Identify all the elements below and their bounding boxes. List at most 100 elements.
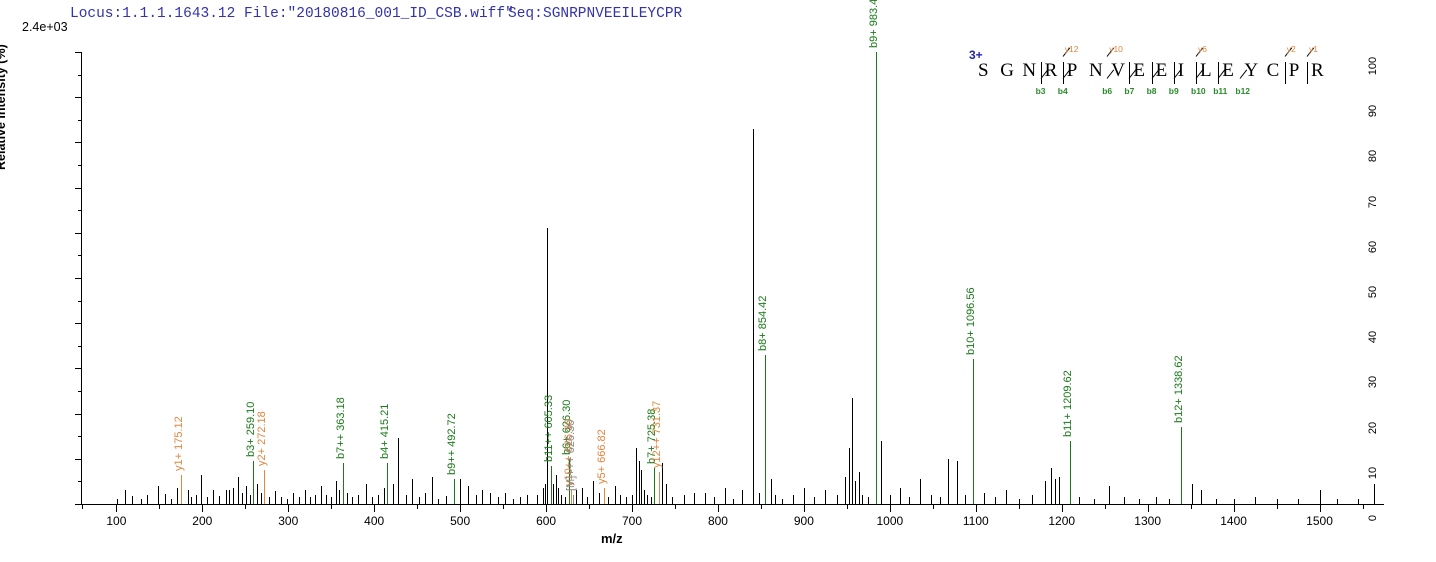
y-ion-label-y10: y10 xyxy=(1109,44,1123,54)
residue-9: E xyxy=(1155,60,1168,81)
spectrum-peak xyxy=(351,497,353,504)
spectrum-peak xyxy=(644,490,646,504)
y-ion-label-y12: y12 xyxy=(1064,44,1079,54)
spectrum-peak xyxy=(246,485,248,504)
y-tick-minor xyxy=(78,255,82,257)
spectrum-peak xyxy=(460,479,462,504)
spectrum-peak xyxy=(984,492,986,504)
spectrum-peak xyxy=(233,488,235,504)
y-tick-minor xyxy=(78,119,82,121)
spectrum-peak xyxy=(994,497,996,504)
y-tick xyxy=(75,142,82,144)
residue-14: C xyxy=(1266,60,1280,81)
spectrum-peak xyxy=(546,228,548,504)
peak-annotation-label: b12+ 1338.62 xyxy=(1172,355,1185,424)
x-tick-label: 1000 xyxy=(876,514,904,528)
spectrum-peak xyxy=(346,492,348,504)
y-ion-tick-y12 xyxy=(1062,47,1072,65)
y-tick-minor xyxy=(78,481,82,483)
y-tick-label: 0 xyxy=(1367,514,1379,522)
annotated-peak xyxy=(1180,427,1182,504)
spectrum-peak xyxy=(1200,490,1202,504)
spectrum-peak xyxy=(931,494,933,504)
spectrum-peak xyxy=(1319,490,1321,504)
y-ion-label-y6: y6 xyxy=(1198,44,1207,54)
annotated-peak xyxy=(387,463,389,504)
y-tick xyxy=(75,368,82,370)
spectrum-peak xyxy=(713,497,715,504)
spectrum-peak xyxy=(662,463,664,504)
spectrum-peak xyxy=(836,494,838,504)
x-tick-minor xyxy=(331,504,333,509)
spectrum-peak xyxy=(771,479,773,504)
x-tick xyxy=(546,504,548,512)
x-tick-label: 500 xyxy=(450,514,471,528)
y-tick-minor xyxy=(78,210,82,212)
spectrum-peak xyxy=(607,497,609,504)
residue-divider xyxy=(1129,62,1131,84)
y-tick xyxy=(75,278,82,279)
sequence-value: SGNRPNVEEILEYCPR xyxy=(543,6,683,22)
x-tick xyxy=(975,504,977,512)
x-tick-label: 300 xyxy=(278,514,299,528)
b-ion-label-b3: b3 xyxy=(1035,86,1046,96)
spectrum-peak xyxy=(1298,498,1300,504)
spectrum-peak xyxy=(497,497,499,504)
y-ion-label-y2: y2 xyxy=(1286,44,1296,54)
x-tick-minor xyxy=(589,504,591,509)
spectrum-peak xyxy=(753,128,755,504)
annotated-peak xyxy=(764,354,766,504)
spectrum-peak xyxy=(467,485,469,504)
spectrum-peak xyxy=(286,499,288,504)
spectrum-peak xyxy=(1059,476,1061,504)
peak-annotation-label: y12++ 731.37 xyxy=(650,401,663,469)
spectrum-peak xyxy=(275,491,277,504)
y-tick-label: 20 xyxy=(1367,421,1379,434)
x-tick xyxy=(202,504,204,512)
y-tick-label: 90 xyxy=(1367,105,1379,118)
annotated-peak xyxy=(572,494,574,504)
peak-annotation-label: b4+ 415.21 xyxy=(379,403,392,460)
spectrum-peak xyxy=(165,494,167,504)
x-tick-minor xyxy=(760,504,762,509)
x-tick xyxy=(374,504,376,512)
b-ion-label-b11: b11 xyxy=(1213,86,1228,96)
x-tick-label: 1500 xyxy=(1306,514,1333,528)
y-tick-label: 70 xyxy=(1367,195,1379,208)
y-tick xyxy=(75,413,82,415)
x-tick-label: 800 xyxy=(707,514,728,528)
residue-8: E xyxy=(1133,60,1145,81)
spectrum-peak xyxy=(292,492,294,504)
spectrum-peak xyxy=(326,494,328,504)
y-tick-label: 60 xyxy=(1367,240,1379,253)
x-tick xyxy=(116,504,118,512)
y-ion-tick-y2 xyxy=(1284,47,1294,65)
residue-divider xyxy=(1284,62,1286,84)
spectrum-peak xyxy=(560,494,562,504)
x-tick-minor xyxy=(1190,504,1192,509)
spectrum-peak xyxy=(298,497,300,504)
x-tick xyxy=(460,504,462,512)
spectrum-peak xyxy=(437,499,439,504)
annotated-peak xyxy=(180,474,182,504)
spectrum-peak xyxy=(191,497,193,504)
spectrum-peak xyxy=(147,494,149,504)
spectrum-peak xyxy=(782,498,784,504)
residue-divider xyxy=(1062,62,1064,84)
residue-3: N xyxy=(1022,60,1037,81)
spectrum-peak xyxy=(881,440,883,504)
x-tick-minor xyxy=(159,504,161,509)
residue-13: Y xyxy=(1244,60,1259,81)
spectrum-peak xyxy=(1123,497,1125,504)
spectrum-peak xyxy=(576,490,578,504)
y-ion-tick-y10 xyxy=(1106,47,1116,65)
spectrum-peak xyxy=(1156,497,1158,504)
x-tick xyxy=(1147,504,1149,512)
annotated-peak xyxy=(453,479,455,504)
spectrum-peak xyxy=(269,497,271,504)
spectrum-peak xyxy=(1018,498,1020,504)
spectrum-peak xyxy=(412,479,413,504)
spectrum-peak xyxy=(646,494,648,504)
spectrum-peak xyxy=(632,494,634,504)
spectrum-peak xyxy=(383,488,385,504)
